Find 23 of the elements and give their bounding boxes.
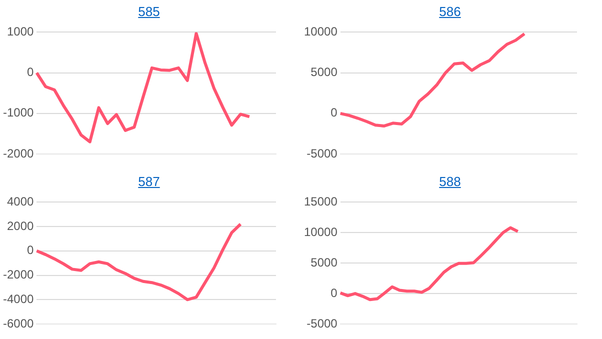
y-tick-label: -5000 (306, 316, 338, 330)
y-tick-label: 0 (27, 243, 34, 258)
y-tick-label: 0 (27, 65, 34, 80)
y-tick-label: -4000 (2, 292, 34, 306)
y-tick-label: 10000 (304, 24, 338, 39)
y-tick-label: 1000 (6, 24, 34, 39)
y-tick-label: 4000 (6, 194, 34, 209)
y-tick-label: -1000 (2, 106, 34, 120)
y-tick-label: 5000 (310, 255, 338, 270)
chart-title: 587 (137, 173, 161, 191)
y-tick-label: 0 (330, 106, 338, 120)
y-tick-label: -2000 (2, 146, 34, 160)
y-tick-label: -2000 (2, 268, 34, 282)
y-tick-label: 2000 (6, 218, 34, 233)
y-tick-label: -6000 (2, 316, 34, 330)
y-tick-label: -5000 (306, 146, 338, 160)
y-tick-label: 5000 (310, 65, 338, 80)
y-tick-label: 0 (330, 286, 338, 300)
chart-title: 586 (438, 3, 462, 21)
y-tick-label: 10000 (304, 224, 338, 239)
chart-title: 585 (137, 3, 161, 21)
chart-title: 588 (438, 173, 462, 191)
y-tick-label: 15000 (304, 194, 338, 209)
